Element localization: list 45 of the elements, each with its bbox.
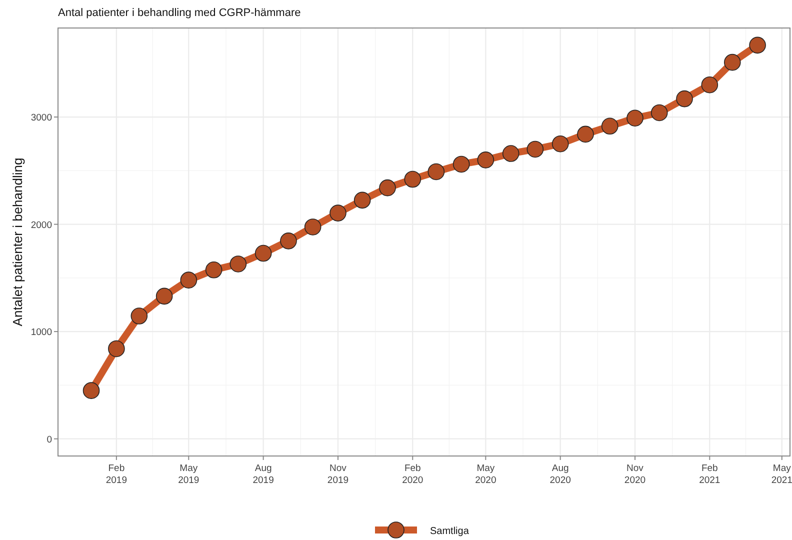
point [626, 110, 644, 127]
point [130, 308, 148, 324]
point [577, 126, 594, 143]
point [280, 232, 297, 250]
y-tick-label: 1000 [30, 327, 52, 338]
point [701, 76, 718, 94]
legend-label: Samtliga [430, 526, 470, 537]
point [180, 272, 198, 288]
point [156, 288, 173, 305]
point [82, 382, 100, 399]
point [552, 135, 569, 152]
x-tick-label: Feb 2021 [699, 463, 720, 486]
x-tick-label: Nov 2020 [624, 463, 646, 486]
point [452, 156, 470, 173]
point [601, 118, 618, 135]
point [502, 145, 520, 162]
x-tick-label: May 2020 [475, 463, 496, 486]
point [108, 340, 125, 358]
y-tick-label: 0 [46, 434, 52, 446]
x-tick-label: Nov 2019 [327, 463, 349, 486]
point [230, 256, 247, 272]
point [354, 192, 371, 209]
point [254, 244, 272, 262]
x-tick-label: Feb 2020 [402, 463, 424, 486]
point [749, 36, 766, 54]
point [205, 261, 222, 278]
x-tick-label: Feb 2019 [106, 463, 127, 486]
x-tick-label: May 2019 [178, 463, 200, 486]
point [428, 163, 445, 180]
point [477, 152, 494, 168]
point [379, 179, 396, 196]
point [330, 204, 346, 222]
y-tick-label: 2000 [30, 220, 52, 231]
y-tick-label: 3000 [30, 112, 52, 124]
point [650, 104, 668, 122]
point [404, 170, 422, 188]
point [676, 90, 693, 108]
x-tick-label: Aug 2019 [252, 463, 274, 486]
x-tick-label: Aug 2020 [550, 463, 571, 486]
point [304, 218, 322, 236]
x-tick-label: May 2021 [771, 463, 792, 486]
y-axis-title: Antalet patienter i behandling [10, 158, 25, 326]
chart-title: Antal patienter i behandling med CGRP-hämmare [58, 7, 301, 19]
point [526, 140, 544, 158]
point [724, 54, 741, 71]
